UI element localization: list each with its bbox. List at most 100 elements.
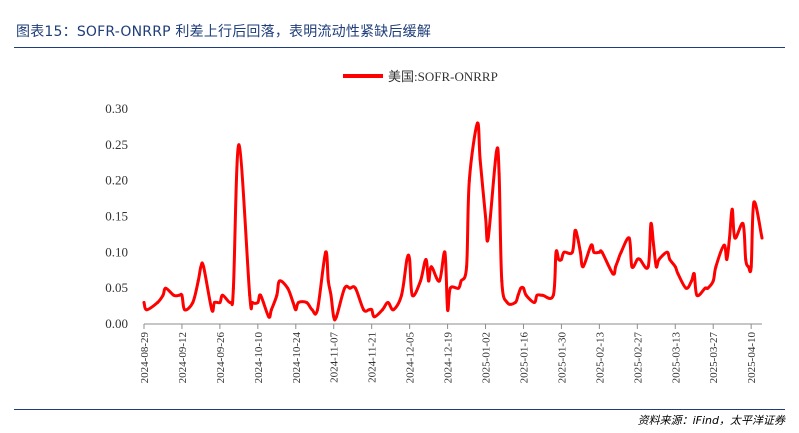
data-point: [611, 272, 615, 276]
data-point: [551, 293, 555, 297]
data-point: [627, 236, 631, 240]
data-point: [535, 293, 539, 297]
data-point: [259, 293, 263, 297]
data-point: [334, 315, 338, 319]
data-point: [443, 250, 447, 254]
data-point: [619, 250, 623, 254]
x-tick-label: 2024-11-07: [329, 332, 341, 383]
data-point: [310, 308, 314, 312]
data-point: [367, 308, 371, 312]
data-point: [744, 258, 748, 261]
data-point: [326, 279, 330, 283]
data-point: [424, 258, 428, 261]
data-point: [562, 250, 566, 254]
data-point: [329, 293, 333, 297]
data-point: [275, 293, 279, 297]
data-point: [557, 258, 561, 261]
y-tick-label: 0.00: [105, 316, 128, 331]
data-point: [695, 293, 699, 297]
data-point: [728, 236, 731, 240]
data-point: [218, 301, 222, 304]
data-point: [183, 308, 187, 312]
data-point: [448, 286, 452, 290]
data-point: [269, 308, 273, 312]
data-point: [161, 293, 165, 297]
data-point: [465, 265, 469, 269]
data-point: [711, 279, 715, 283]
data-point: [746, 265, 750, 269]
data-point: [486, 236, 490, 240]
legend-label: 美国:SOFR-ONRRP: [388, 69, 498, 84]
data-point: [305, 301, 309, 304]
data-point: [592, 250, 596, 254]
data-point: [400, 293, 403, 297]
data-point: [221, 293, 225, 297]
data-point: [172, 293, 176, 297]
data-point: [437, 279, 441, 283]
data-point: [348, 286, 352, 290]
data-point: [722, 243, 726, 247]
figure-title: 图表15：SOFR-ONRRP 利差上行后回落，表明流动性紧缺后缓解: [16, 24, 432, 40]
data-point: [703, 286, 707, 290]
data-point: [522, 286, 525, 290]
data-point: [267, 315, 271, 319]
data-point: [649, 222, 653, 226]
data-point: [516, 293, 520, 297]
x-tick-label: 2025-02-27: [632, 332, 644, 384]
data-point: [372, 315, 376, 319]
data-point: [706, 286, 710, 290]
x-tick-label: 2025-02-13: [594, 332, 606, 384]
bottom-rule: [14, 409, 785, 410]
data-point: [478, 157, 482, 161]
data-point: [229, 301, 233, 304]
data-point: [386, 301, 390, 304]
data-point: [419, 279, 422, 283]
data-point: [405, 258, 409, 261]
data-point: [741, 222, 745, 226]
series-line: [142, 121, 764, 322]
data-point: [256, 301, 260, 304]
data-point: [684, 286, 688, 290]
data-point: [156, 301, 160, 304]
data-point: [524, 293, 528, 297]
data-point: [164, 286, 168, 290]
data-point: [578, 250, 582, 254]
data-point: [665, 250, 669, 254]
data-point: [196, 279, 200, 283]
data-point: [519, 286, 523, 290]
data-point: [725, 258, 729, 261]
data-point: [316, 308, 319, 312]
x-tick-label: 2025-01-16: [518, 332, 530, 384]
data-point: [714, 265, 718, 269]
data-point: [676, 272, 680, 276]
data-point: [248, 293, 252, 297]
data-point: [668, 258, 672, 261]
data-point: [730, 207, 734, 211]
x-tick-label: 2024-10-10: [253, 332, 265, 384]
x-tick-label: 2025-01-30: [556, 332, 568, 384]
data-point: [497, 172, 501, 175]
legend: 美国:SOFR-ONRRP: [343, 69, 498, 84]
data-point: [278, 279, 281, 283]
data-point: [429, 265, 433, 269]
series-layer: [142, 121, 764, 322]
data-point: [459, 279, 463, 283]
data-point: [573, 229, 577, 233]
data-point: [202, 265, 206, 269]
data-point: [554, 250, 558, 254]
data-point: [505, 301, 509, 304]
data-point: [191, 301, 195, 304]
x-tick-label: 2024-09-12: [177, 332, 189, 383]
data-point: [494, 150, 498, 154]
data-point: [297, 301, 300, 304]
data-point: [142, 301, 146, 304]
data-point: [597, 250, 601, 254]
data-point: [353, 286, 357, 290]
data-point: [210, 308, 214, 312]
data-point: [213, 301, 216, 304]
data-point: [456, 286, 460, 290]
x-tick-label: 2024-12-19: [443, 332, 455, 384]
data-point: [370, 308, 374, 312]
data-point: [446, 308, 450, 312]
